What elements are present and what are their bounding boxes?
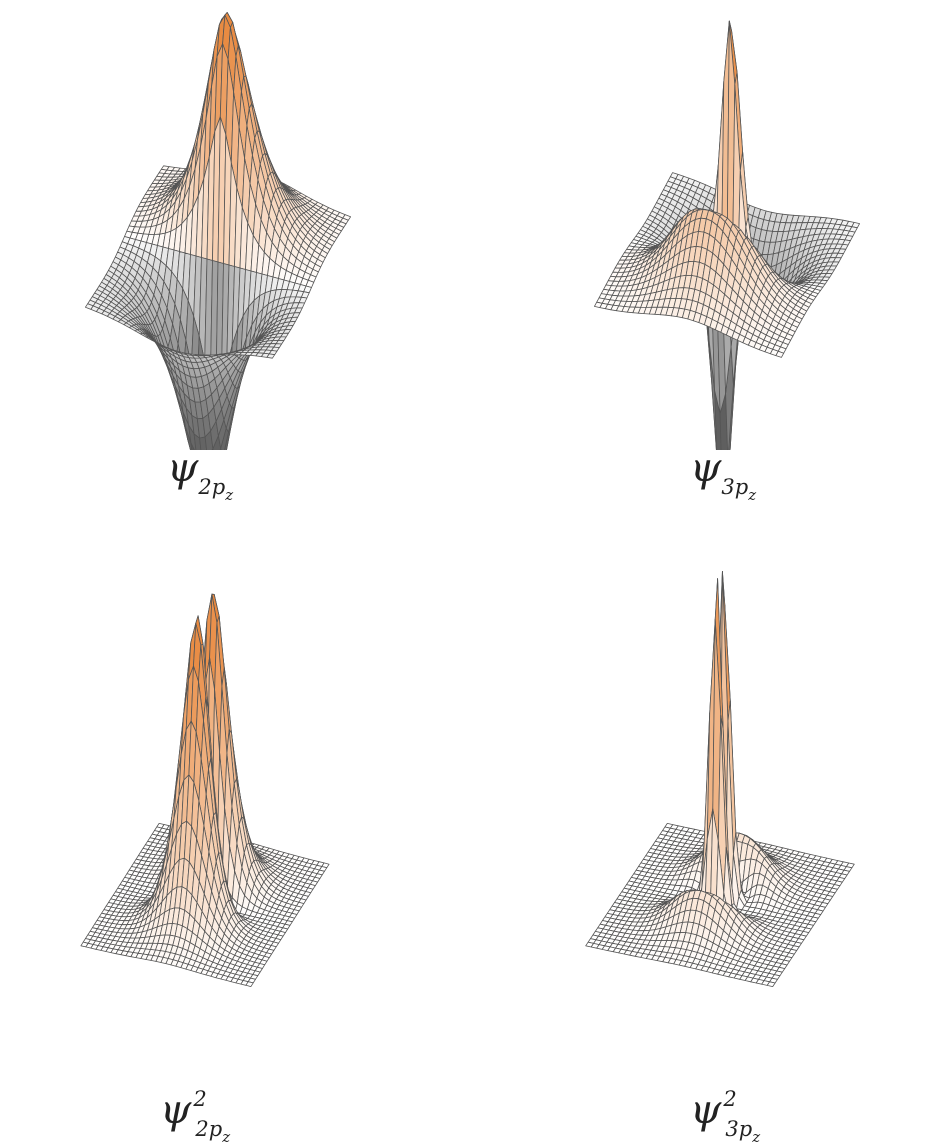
surface-mesh [85, 12, 352, 450]
surface-mesh [80, 593, 330, 988]
surface-mesh [594, 20, 861, 450]
mesh-cell [245, 981, 254, 988]
surface-plot-psi-sq-2pz [80, 593, 330, 988]
mesh-cell [775, 350, 785, 358]
surface-plot-psi-sq-3pz [585, 571, 855, 988]
mesh-cell [266, 353, 276, 359]
caption-psi-squared-3pz: ψ23pz [690, 1087, 761, 1146]
surface-mesh [585, 571, 855, 988]
surface-plot-psi-2pz [85, 12, 352, 450]
caption-psi-2pz: ψ2pz [167, 445, 234, 504]
surface-plot-psi-3pz [594, 20, 861, 450]
caption-psi-squared-2pz: ψ22pz [160, 1087, 231, 1146]
mesh-cell [766, 981, 776, 988]
caption-psi-3pz: ψ3pz [690, 445, 757, 504]
